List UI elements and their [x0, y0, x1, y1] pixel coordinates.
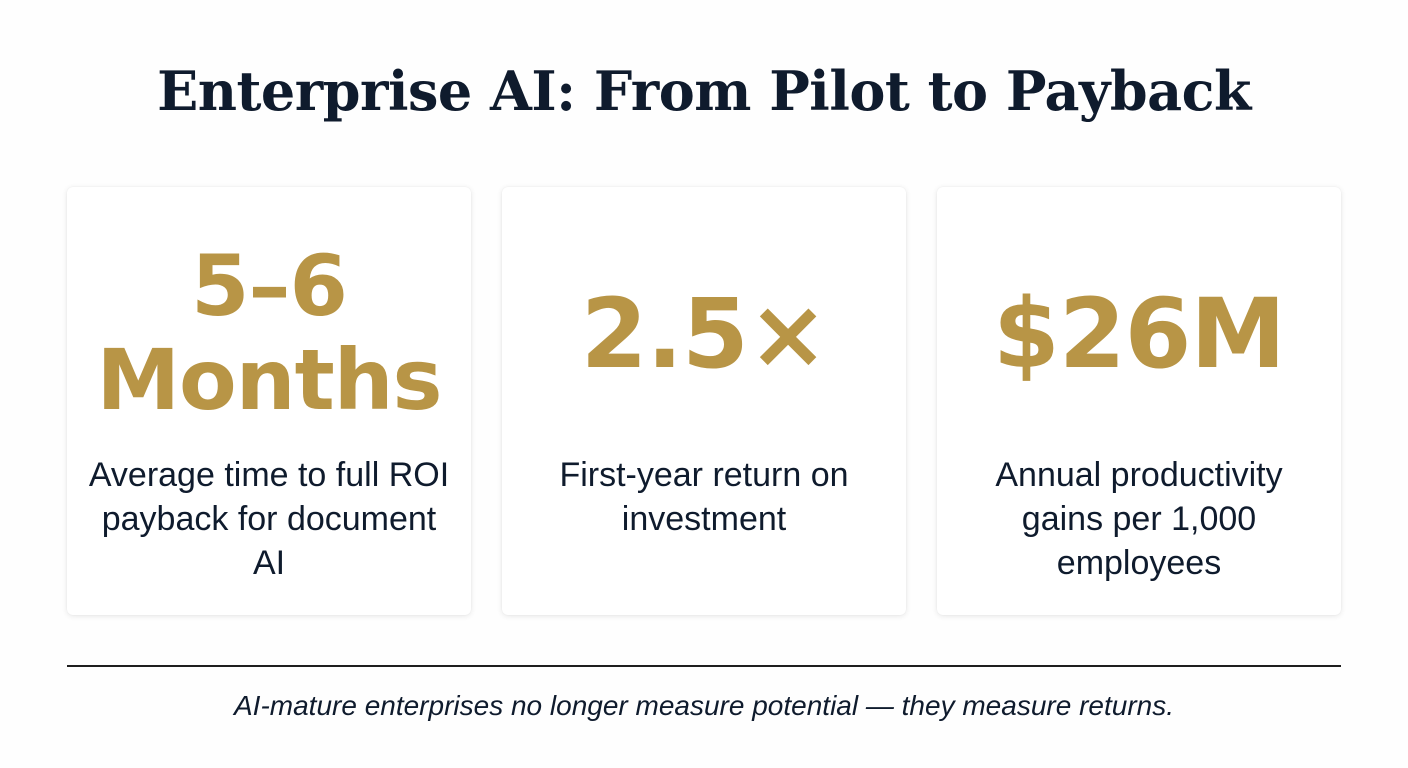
stat-value-line: $26M — [993, 278, 1286, 390]
stat-value-line: Months — [96, 331, 442, 429]
stat-description-productivity: Annual productivity gains per 1,000 empl… — [995, 456, 1283, 582]
stat-value-payback: 5–6 Months — [67, 239, 471, 427]
stat-value-productivity: $26M — [937, 279, 1341, 389]
stat-value-line: 2.5× — [580, 278, 829, 390]
stat-card-productivity: $26M Annual productivity gains per 1,000… — [937, 187, 1341, 615]
footer-tagline: AI-mature enterprises no longer measure … — [233, 690, 1174, 721]
stat-value-return: 2.5× — [502, 279, 906, 389]
stat-card-return: 2.5× First-year return on investment — [502, 187, 906, 615]
stat-description-payback: Average time to full ROI payback for doc… — [88, 456, 450, 582]
stat-card-payback: 5–6 Months Average time to full ROI payb… — [67, 187, 471, 615]
page-title: Enterprise AI: From Pilot to Payback — [157, 59, 1251, 123]
stat-value-line: 5–6 — [191, 237, 348, 335]
divider — [67, 665, 1341, 667]
stat-description-return: First-year return on investment — [559, 456, 849, 538]
stat-cards: 5–6 Months Average time to full ROI payb… — [67, 187, 1341, 615]
